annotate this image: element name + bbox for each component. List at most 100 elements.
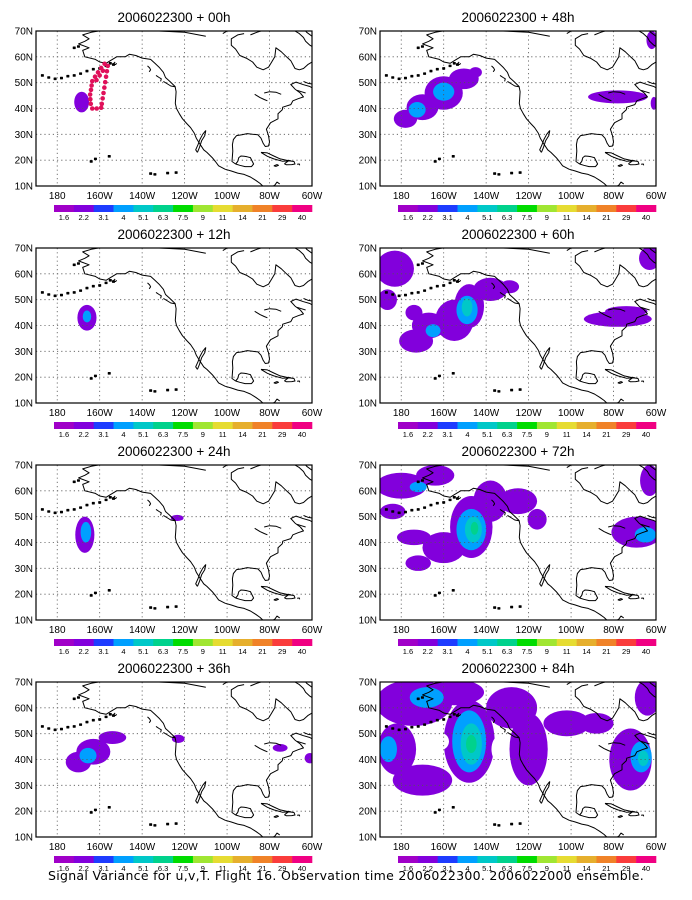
panel-title: 2006022300 + 72h [462, 444, 575, 459]
colorbar-swatch [576, 639, 597, 646]
island-dot [72, 480, 76, 484]
colorbar-label: 6.3 [158, 213, 168, 222]
island-dot [410, 74, 414, 78]
island-dot [429, 720, 433, 724]
colorbar-label: 9 [201, 864, 205, 873]
island-dot [47, 293, 51, 296]
coast-segment [273, 381, 279, 384]
colorbar-swatch [457, 856, 478, 863]
colorbar-label: 29 [278, 647, 286, 656]
lon-tick-label: 140W [129, 842, 156, 853]
variance-blob [74, 91, 90, 113]
colorbar-swatch [556, 639, 577, 646]
colorbar-swatch [437, 639, 458, 646]
colorbar-label: 1.6 [403, 647, 413, 656]
island-dot [72, 291, 76, 294]
island-dot [435, 284, 439, 288]
colorbar-swatch [232, 639, 253, 646]
island-dot [107, 805, 111, 809]
island-dot [391, 727, 395, 730]
colorbar-label: 3.1 [98, 864, 108, 873]
island-dot [420, 696, 424, 699]
coast-segment [230, 33, 312, 71]
coast-segment [297, 163, 301, 166]
colorbar-label: 11 [563, 213, 571, 222]
colorbar-swatch [272, 422, 293, 429]
lat-tick-label: 20N [359, 373, 377, 384]
island-dot [410, 725, 414, 729]
coast-segment [574, 250, 656, 288]
island-dot [98, 501, 102, 504]
island-dot [455, 280, 459, 283]
coastline [384, 682, 656, 837]
coast-segment [594, 682, 608, 687]
colorbar-swatch [596, 639, 617, 646]
colorbar-label: 14 [238, 864, 246, 873]
lon-tick-label: 80W [603, 408, 624, 419]
lon-tick-label: 120W [172, 191, 199, 202]
coast-segment [640, 740, 650, 745]
island-dot [76, 696, 80, 699]
island-dot [149, 606, 153, 609]
island-dot [72, 508, 76, 511]
colorbar-label: 11 [219, 213, 227, 222]
coast-segment [147, 499, 152, 507]
coastline [40, 248, 312, 403]
colorbar-label: 7.5 [522, 430, 532, 439]
island-dot [416, 508, 420, 511]
island-dot [98, 718, 102, 721]
coast-segment [566, 248, 580, 252]
colorbar-label: 3.1 [98, 647, 108, 656]
coast-segment [638, 682, 656, 698]
variance-blob [637, 750, 649, 766]
variance-blob [408, 102, 426, 118]
colorbar-label: 40 [298, 864, 306, 873]
variance-shading [74, 91, 90, 113]
colorbar-label: 5.1 [138, 864, 148, 873]
coast-segment [196, 347, 207, 370]
dropsonde-point [99, 101, 105, 107]
coastline [40, 682, 312, 837]
lon-tick-label: 100W [558, 191, 585, 202]
lat-tick-label: 20N [359, 807, 377, 818]
coast-segment [640, 306, 650, 311]
colorbar-label: 11 [563, 647, 571, 656]
colorbar-label: 40 [642, 864, 650, 873]
lat-tick-label: 70N [15, 461, 33, 472]
coast-segment [598, 527, 612, 536]
island-dot [497, 824, 501, 827]
colorbar-label: 29 [278, 430, 286, 439]
colorbar-swatch [272, 856, 293, 863]
lat-tick-label: 60N [15, 269, 33, 280]
island-dot [91, 501, 95, 505]
coast-segment [617, 598, 623, 601]
island-dot [435, 67, 439, 71]
colorbar-swatch [616, 639, 637, 646]
map-frame [35, 30, 313, 187]
island-dot [72, 697, 76, 701]
coast-segment [235, 806, 255, 819]
colorbar-label: 9 [545, 864, 549, 873]
colorbar-label: 40 [298, 430, 306, 439]
colorbar-label: 4 [121, 213, 125, 222]
map-plot-area [36, 682, 312, 837]
lat-tick-label: 50N [15, 512, 33, 523]
lon-tick-label: 60W [302, 625, 323, 636]
island-dot [93, 374, 97, 378]
coast-segment [539, 781, 551, 804]
island-dot [391, 76, 395, 79]
coast-segment [196, 564, 207, 587]
coast-segment [499, 508, 506, 516]
colorbar-swatch [398, 205, 419, 212]
coast-segment [294, 465, 312, 481]
colorbar-label: 5.1 [482, 430, 492, 439]
graticule [36, 682, 312, 837]
island-dot [437, 591, 441, 595]
colorbar-swatch [113, 639, 134, 646]
dropsonde-point [102, 85, 107, 90]
colorbar-swatch [616, 422, 637, 429]
variance-blob [171, 734, 185, 743]
graticule [380, 465, 656, 620]
coast-segment [155, 508, 162, 516]
coast-segment [78, 465, 264, 620]
